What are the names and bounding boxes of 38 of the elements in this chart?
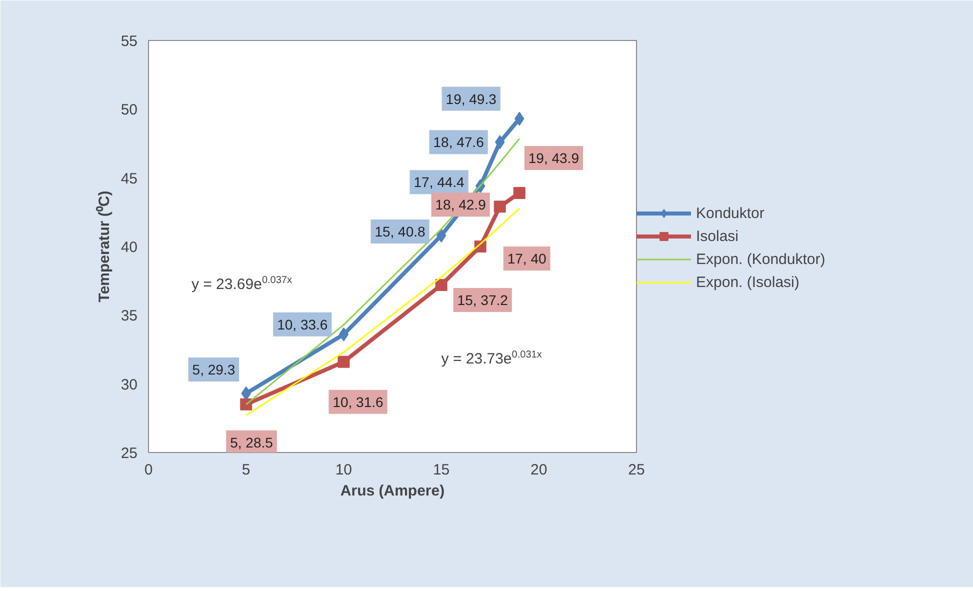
point: [240, 398, 252, 410]
data-label: 19, 49.3: [446, 90, 497, 107]
legend-label: Expon. (Isolasi): [696, 274, 800, 290]
data-label: 18, 47.6: [433, 134, 484, 150]
x-tick-label: 5: [242, 462, 250, 478]
point: [338, 327, 349, 342]
x-tick-label: 20: [530, 462, 548, 478]
point: [338, 356, 350, 368]
y-tick-label: 50: [120, 102, 138, 119]
data-label: 5, 28.5: [230, 434, 274, 450]
y-tick-label: 35: [120, 308, 138, 325]
point: [494, 200, 506, 213]
y-tick-label: 45: [120, 170, 138, 188]
data-label: 15, 40.8: [374, 224, 426, 240]
data-label: 5, 29.3: [192, 361, 236, 378]
legend-label: Expon. (Konduktor): [696, 250, 826, 268]
y-axis-title: Temperatur (⁰C): [94, 190, 113, 302]
x-tick-label: 15: [432, 462, 450, 478]
y-tick-label: 40: [120, 239, 138, 256]
x-axis-title: Arus (Ampere): [340, 482, 445, 500]
x-tick-label: 25: [628, 462, 645, 478]
point: [436, 228, 446, 243]
data-label: 15, 37.2: [457, 292, 508, 308]
x-tick-label: 10: [335, 462, 352, 478]
data-label: 19, 43.9: [528, 150, 580, 166]
data-label: 10, 33.6: [277, 316, 328, 332]
data-label: 17, 40: [507, 250, 546, 266]
point: [513, 186, 526, 199]
data-label: 10, 31.6: [332, 394, 384, 410]
y-tick-label: 30: [120, 376, 138, 394]
data-label: 18, 42.9: [435, 196, 486, 213]
point: [435, 278, 448, 291]
x-tick-label: 0: [144, 462, 153, 478]
y-tick-label: 55: [120, 33, 138, 50]
legend-label: Konduktor: [696, 204, 764, 222]
y-tick-label: 25: [120, 445, 138, 462]
data-label: 17, 44.4: [414, 174, 465, 190]
legend-label: Isolasi: [696, 228, 739, 244]
